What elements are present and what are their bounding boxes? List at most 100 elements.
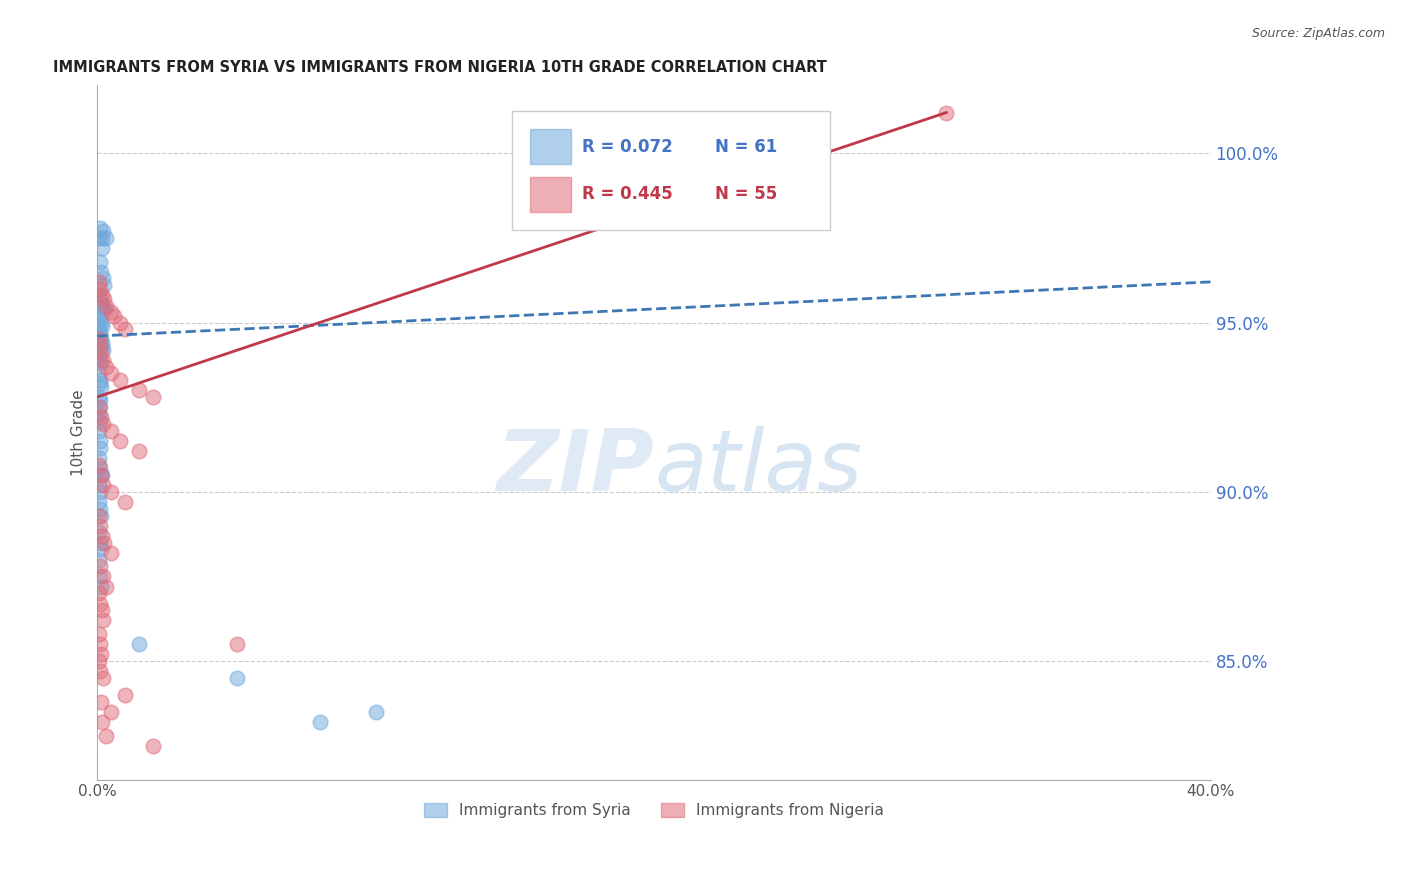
Text: IMMIGRANTS FROM SYRIA VS IMMIGRANTS FROM NIGERIA 10TH GRADE CORRELATION CHART: IMMIGRANTS FROM SYRIA VS IMMIGRANTS FROM… (53, 60, 827, 75)
Point (100, 705, 122, 719)
Point (89, 282, 111, 296)
Point (89, 518, 111, 533)
Point (309, 714, 332, 729)
Point (90, 508, 112, 523)
Point (89, 312, 111, 326)
Point (93, 301, 115, 316)
Point (100, 366, 122, 380)
Point (90, 467, 112, 482)
Point (91, 231, 114, 245)
Point (90, 333, 112, 347)
Point (87, 495, 110, 509)
Point (90, 288, 112, 302)
Point (94, 359, 117, 374)
Point (90, 346, 112, 360)
Point (89, 414, 111, 428)
Point (90, 241, 112, 255)
Point (89, 339, 111, 353)
Point (89, 220, 111, 235)
Point (94, 301, 117, 316)
Point (87, 390, 110, 404)
Point (90, 467, 112, 482)
FancyBboxPatch shape (530, 129, 571, 164)
Point (90, 299, 112, 313)
Point (94, 729, 117, 743)
Point (91, 339, 114, 353)
Point (100, 305, 122, 319)
Point (89, 292, 111, 306)
Point (90, 542, 112, 557)
Point (89, 400, 111, 414)
Point (87, 654, 110, 668)
Point (91, 569, 114, 583)
Point (90, 714, 112, 729)
Point (90, 265, 112, 279)
Point (89, 535, 111, 549)
Point (90, 580, 112, 594)
Point (128, 637, 150, 651)
Point (87, 586, 110, 600)
Point (90, 380, 112, 394)
Point (89, 356, 111, 370)
Point (87, 525, 110, 540)
Point (89, 501, 111, 516)
Point (89, 373, 111, 387)
Point (87, 231, 110, 245)
Point (87, 478, 110, 492)
Point (90, 316, 112, 330)
Point (89, 254, 111, 268)
Point (87, 275, 110, 289)
Point (89, 559, 111, 574)
Point (90, 335, 112, 350)
Point (100, 424, 122, 438)
Point (91, 299, 114, 313)
Point (87, 458, 110, 472)
Text: R = 0.445: R = 0.445 (582, 186, 672, 203)
Point (87, 333, 110, 347)
Point (89, 597, 111, 611)
Text: Source: ZipAtlas.com: Source: ZipAtlas.com (1251, 27, 1385, 40)
Point (142, 390, 165, 404)
Point (89, 329, 111, 343)
Point (91, 352, 114, 367)
Point (91, 318, 114, 333)
Point (90, 603, 112, 617)
Point (89, 441, 111, 455)
Point (87, 450, 110, 465)
Point (114, 322, 136, 336)
Point (114, 688, 136, 702)
Point (108, 316, 131, 330)
Point (93, 535, 115, 549)
Point (87, 424, 110, 438)
FancyBboxPatch shape (530, 177, 571, 211)
Point (128, 383, 150, 397)
Text: atlas: atlas (654, 425, 862, 508)
Text: ZIP: ZIP (496, 425, 654, 508)
Point (935, 105, 957, 120)
Point (87, 400, 110, 414)
Point (89, 326, 111, 340)
Point (87, 508, 110, 523)
Point (93, 292, 115, 306)
Point (108, 373, 131, 387)
Point (89, 569, 111, 583)
Text: N = 61: N = 61 (716, 138, 778, 156)
Point (89, 637, 111, 651)
Point (87, 627, 110, 641)
Point (91, 417, 114, 431)
Point (90, 410, 112, 425)
Point (89, 352, 111, 367)
Point (93, 278, 115, 293)
Point (91, 671, 114, 685)
Point (93, 224, 115, 238)
Text: N = 55: N = 55 (716, 186, 778, 203)
Point (89, 484, 111, 499)
Point (108, 434, 131, 448)
Point (89, 393, 111, 408)
Point (89, 461, 111, 475)
Point (89, 434, 111, 448)
Point (89, 665, 111, 679)
Point (94, 231, 117, 245)
Point (94, 299, 117, 313)
Point (91, 467, 114, 482)
